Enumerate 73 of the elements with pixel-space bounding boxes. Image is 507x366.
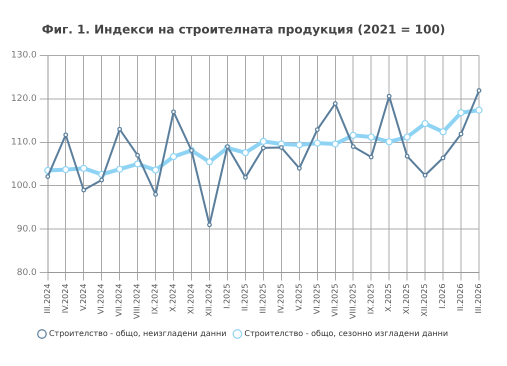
- x-tick-label: V.2025: [294, 284, 304, 311]
- x-tick-label: VI.2025: [312, 284, 322, 314]
- x-tick-label: II.2026: [456, 284, 466, 312]
- x-tick-label: X.2024: [168, 284, 178, 312]
- chart-title: Фиг. 1. Индекси на строителната продукция (2021 = 100): [42, 22, 446, 36]
- point: [296, 166, 302, 171]
- point: [386, 138, 393, 146]
- point: [242, 149, 250, 156]
- y-tick-label: 110.0: [11, 138, 38, 148]
- x-tick-label: I.2025: [222, 284, 232, 309]
- x-tick-label: III.2024: [42, 284, 52, 314]
- y-tick-label: 120.0: [11, 94, 38, 104]
- point: [350, 132, 357, 139]
- point: [80, 164, 88, 172]
- point: [458, 132, 464, 136]
- point: [368, 133, 375, 141]
- point: [332, 140, 339, 148]
- point: [260, 138, 267, 145]
- x-tick-label: XII.2024: [204, 284, 214, 317]
- x-tick-label: IV.2025: [276, 284, 286, 314]
- point: [350, 144, 356, 149]
- x-tick-label: IX.2024: [150, 284, 160, 314]
- point: [476, 88, 482, 93]
- y-tick-label: 90.0: [16, 224, 38, 234]
- x-tick-label: VII.2025: [330, 284, 340, 317]
- y-tick-label: 100.0: [11, 181, 38, 192]
- legend-label: Строителство - общо, сезонно изгладени данни: [244, 329, 448, 338]
- x-tick-label: XI.2025: [402, 284, 412, 314]
- x-tick-label: I.2026: [438, 284, 448, 309]
- point: [457, 109, 465, 116]
- x-tick-label: VIII.2025: [348, 284, 358, 319]
- point: [206, 158, 214, 166]
- x-tick-label: III.2025: [258, 284, 268, 314]
- x-tick-label: V.2024: [78, 284, 88, 311]
- point: [314, 127, 320, 132]
- point: [135, 152, 140, 158]
- x-tick-label: III.2026: [474, 284, 484, 314]
- point: [225, 144, 230, 149]
- point: [99, 178, 104, 182]
- point: [45, 174, 50, 179]
- point: [421, 120, 429, 128]
- point: [81, 188, 86, 192]
- x-tick-label: VII.2024: [114, 284, 124, 317]
- x-tick-label: VIII.2024: [132, 284, 142, 319]
- point: [260, 146, 266, 150]
- point: [475, 106, 483, 114]
- x-tick-label: II.2025: [240, 284, 250, 312]
- point: [439, 128, 447, 136]
- point: [314, 140, 321, 147]
- point: [63, 132, 68, 138]
- y-tick-label: 130.0: [11, 50, 38, 61]
- point: [117, 126, 122, 132]
- point: [404, 133, 411, 141]
- point: [116, 166, 124, 173]
- point: [243, 175, 248, 180]
- point: [170, 152, 178, 160]
- point: [62, 166, 70, 174]
- point: [422, 172, 428, 178]
- point: [278, 145, 284, 150]
- point: [440, 155, 446, 160]
- point: [296, 141, 303, 148]
- point: [171, 109, 176, 114]
- x-tick-label: XII.2025: [420, 284, 430, 317]
- x-tick-label: IV.2024: [60, 284, 70, 314]
- x-tick-label: VI.2024: [96, 284, 106, 314]
- point: [404, 154, 410, 159]
- legend-label: Строителство - общо, неизгладени данни: [48, 329, 226, 338]
- x-tick-label: X.2025: [384, 284, 394, 312]
- x-tick-label: XI.2024: [186, 284, 196, 314]
- point: [152, 166, 160, 174]
- x-tick-label: IX.2025: [366, 284, 376, 314]
- point: [368, 154, 374, 160]
- y-tick-label: 80.0: [16, 268, 38, 278]
